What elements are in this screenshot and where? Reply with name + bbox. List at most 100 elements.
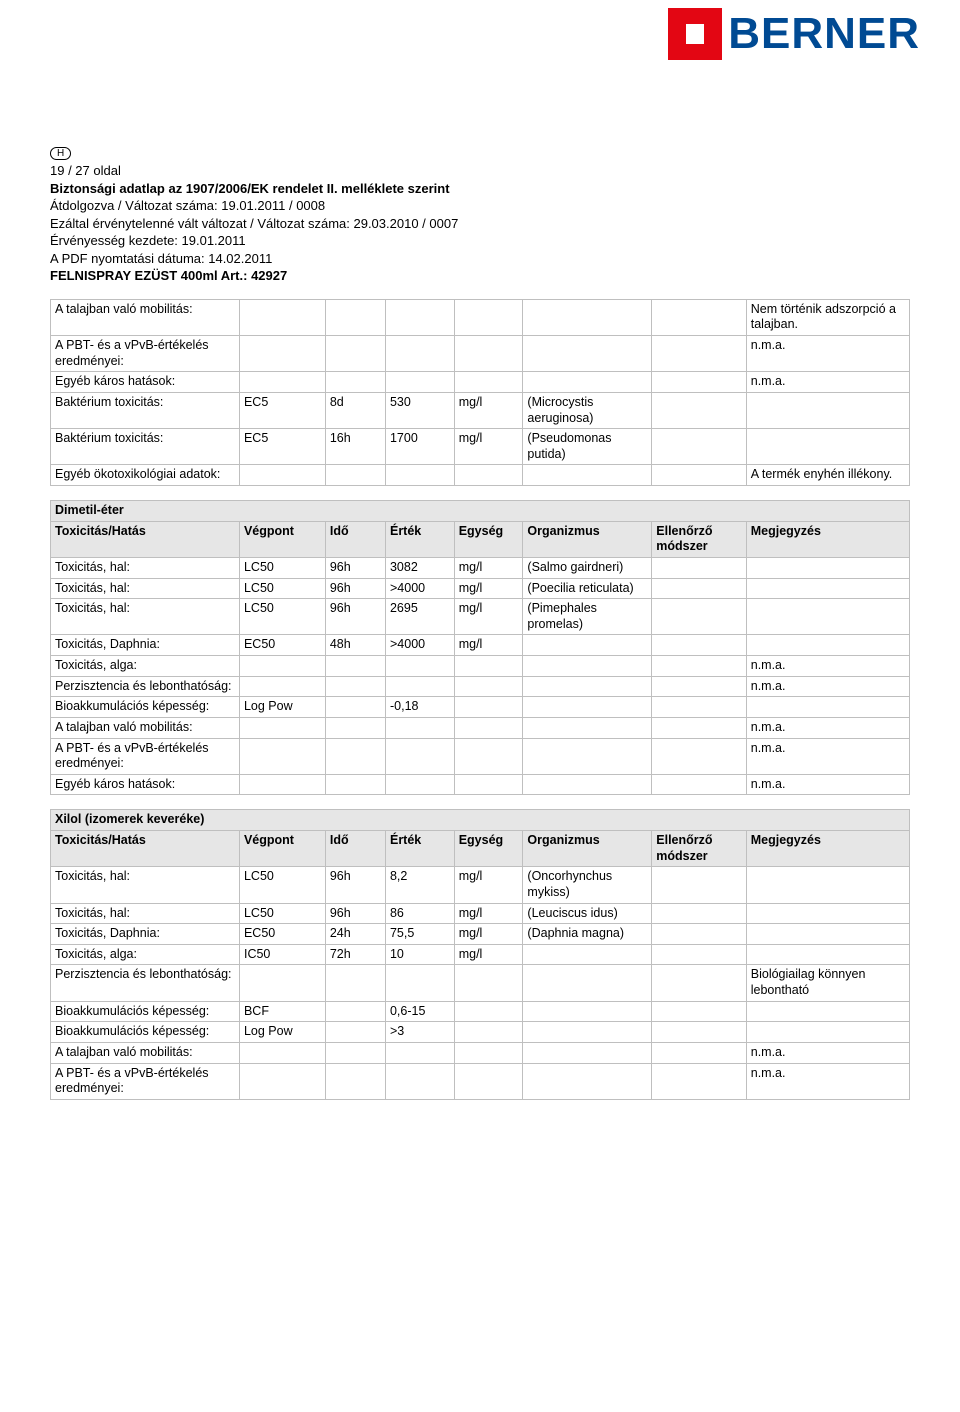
col-header: Toxicitás/Hatás	[51, 831, 240, 867]
cell-label: Toxicitás, hal:	[51, 599, 240, 635]
cell-value: 75,5	[385, 924, 454, 945]
table-row: Toxicitás, hal: LC50 96h 86 mg/l (Leucis…	[51, 903, 910, 924]
table-row: Toxicitás, hal: LC50 96h 8,2 mg/l (Oncor…	[51, 867, 910, 903]
col-header: Megjegyzés	[746, 831, 909, 867]
table-row: Toxicitás, alga: n.m.a.	[51, 656, 910, 677]
cell-label: Perzisztencia és lebonthatóság:	[51, 965, 240, 1001]
cell-unit: mg/l	[454, 392, 523, 428]
table-row: Perzisztencia és lebonthatóság: Biológia…	[51, 965, 910, 1001]
col-header: Végpont	[239, 831, 325, 867]
table-row: Baktérium toxicitás: EC5 16h 1700 mg/l (…	[51, 429, 910, 465]
cell-label: Baktérium toxicitás:	[51, 392, 240, 428]
cell-note: n.m.a.	[746, 336, 909, 372]
table-row: Toxicitás, alga: IC50 72h 10 mg/l	[51, 944, 910, 965]
cell-label: A talajban való mobilitás:	[51, 1042, 240, 1063]
cell-note: n.m.a.	[746, 738, 909, 774]
table-row: Toxicitás, hal: LC50 96h 2695 mg/l (Pime…	[51, 599, 910, 635]
table-row: Toxicitás, Daphnia: EC50 48h >4000 mg/l	[51, 635, 910, 656]
cell-endpoint: EC50	[239, 635, 325, 656]
cell-value: 86	[385, 903, 454, 924]
col-header: Organizmus	[523, 521, 652, 557]
cell-note: n.m.a.	[746, 1063, 909, 1099]
column-header-row: Toxicitás/Hatás Végpont Idő Érték Egység…	[51, 521, 910, 557]
cell-organism: (Pimephales promelas)	[523, 599, 652, 635]
col-header: Megjegyzés	[746, 521, 909, 557]
table-row: Bioakkumulációs képesség: Log Pow -0,18	[51, 697, 910, 718]
table-continuation: A talajban való mobilitás: Nem történik …	[50, 299, 910, 486]
cell-endpoint: LC50	[239, 557, 325, 578]
cell-endpoint: EC5	[239, 392, 325, 428]
cell-endpoint: EC50	[239, 924, 325, 945]
cell-note: A termék enyhén illékony.	[746, 465, 909, 486]
table-row: Egyéb káros hatások: n.m.a.	[51, 372, 910, 393]
cell-label: Toxicitás, alga:	[51, 944, 240, 965]
cell-label: Toxicitás, Daphnia:	[51, 924, 240, 945]
cell-unit: mg/l	[454, 429, 523, 465]
cell-time: 96h	[325, 578, 385, 599]
col-header: Ellenőrző módszer	[652, 521, 746, 557]
cell-organism: (Microcystis aeruginosa)	[523, 392, 652, 428]
logo: BERNER	[668, 8, 920, 60]
cell-unit: mg/l	[454, 944, 523, 965]
cell-note: Nem történik adszorpció a talajban.	[746, 299, 909, 335]
cell-label: Bioakkumulációs képesség:	[51, 1001, 240, 1022]
cell-organism: (Poecilia reticulata)	[523, 578, 652, 599]
cell-label: A PBT- és a vPvB-értékelés eredményei:	[51, 336, 240, 372]
cell-label: Egyéb ökotoxikológiai adatok:	[51, 465, 240, 486]
table-row: Perzisztencia és lebonthatóság: n.m.a.	[51, 676, 910, 697]
section-title: Xilol (izomerek keveréke)	[51, 810, 910, 831]
cell-endpoint: IC50	[239, 944, 325, 965]
cell-time: 8d	[325, 392, 385, 428]
col-header: Toxicitás/Hatás	[51, 521, 240, 557]
page-number: 19 / 27 oldal	[50, 162, 910, 180]
cell-note: Biológiailag könnyen lebontható	[746, 965, 909, 1001]
cell-label: A PBT- és a vPvB-értékelés eredményei:	[51, 738, 240, 774]
column-header-row: Toxicitás/Hatás Végpont Idő Érték Egység…	[51, 831, 910, 867]
table-row: Toxicitás, Daphnia: EC50 24h 75,5 mg/l (…	[51, 924, 910, 945]
cell-value: >4000	[385, 578, 454, 599]
brand-name: BERNER	[728, 9, 920, 59]
cell-note: n.m.a.	[746, 656, 909, 677]
table-row: Toxicitás, hal: LC50 96h 3082 mg/l (Salm…	[51, 557, 910, 578]
table-row: A PBT- és a vPvB-értékelés eredményei: n…	[51, 1063, 910, 1099]
cell-endpoint: BCF	[239, 1001, 325, 1022]
cell-value: 2695	[385, 599, 454, 635]
cell-value: 3082	[385, 557, 454, 578]
cell-label: Egyéb káros hatások:	[51, 372, 240, 393]
cell-label: Toxicitás, hal:	[51, 557, 240, 578]
table-row: Egyéb káros hatások: n.m.a.	[51, 774, 910, 795]
cell-value: 8,2	[385, 867, 454, 903]
cell-label: A talajban való mobilitás:	[51, 299, 240, 335]
cell-unit: mg/l	[454, 903, 523, 924]
cell-label: Bioakkumulációs képesség:	[51, 697, 240, 718]
section-title-row: Dimetil-éter	[51, 501, 910, 522]
col-header: Ellenőrző módszer	[652, 831, 746, 867]
page: BERNER H 19 / 27 oldal Biztonsági adatla…	[0, 0, 960, 1130]
col-header: Idő	[325, 831, 385, 867]
cell-label: Toxicitás, Daphnia:	[51, 635, 240, 656]
cell-label: Bioakkumulációs képesség:	[51, 1022, 240, 1043]
cell-label: Toxicitás, hal:	[51, 578, 240, 599]
content: H 19 / 27 oldal Biztonsági adatlap az 19…	[0, 64, 960, 1130]
col-header: Organizmus	[523, 831, 652, 867]
cell-organism: (Pseudomonas putida)	[523, 429, 652, 465]
cell-time: 96h	[325, 557, 385, 578]
cell-note: n.m.a.	[746, 676, 909, 697]
cell-label: A talajban való mobilitás:	[51, 717, 240, 738]
cell-note: n.m.a.	[746, 717, 909, 738]
cell-time: 96h	[325, 903, 385, 924]
cell-organism: (Oncorhynchus mykiss)	[523, 867, 652, 903]
col-header: Egység	[454, 521, 523, 557]
cell-note: n.m.a.	[746, 774, 909, 795]
cell-value: -0,18	[385, 697, 454, 718]
col-header: Idő	[325, 521, 385, 557]
cell-value: 0,6-15	[385, 1001, 454, 1022]
cell-endpoint: LC50	[239, 903, 325, 924]
cell-endpoint: LC50	[239, 867, 325, 903]
cell-value: >4000	[385, 635, 454, 656]
table-xylol: Xilol (izomerek keveréke) Toxicitás/Hatá…	[50, 809, 910, 1099]
cell-endpoint: LC50	[239, 578, 325, 599]
cell-time: 24h	[325, 924, 385, 945]
cell-unit: mg/l	[454, 867, 523, 903]
cell-value: 530	[385, 392, 454, 428]
